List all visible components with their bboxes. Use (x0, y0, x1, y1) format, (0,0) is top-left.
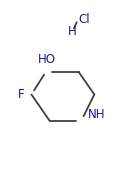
Text: HO: HO (37, 53, 56, 66)
Text: H: H (68, 25, 76, 38)
Text: NH: NH (88, 108, 105, 121)
Text: Cl: Cl (79, 13, 90, 26)
Text: F: F (18, 88, 24, 101)
